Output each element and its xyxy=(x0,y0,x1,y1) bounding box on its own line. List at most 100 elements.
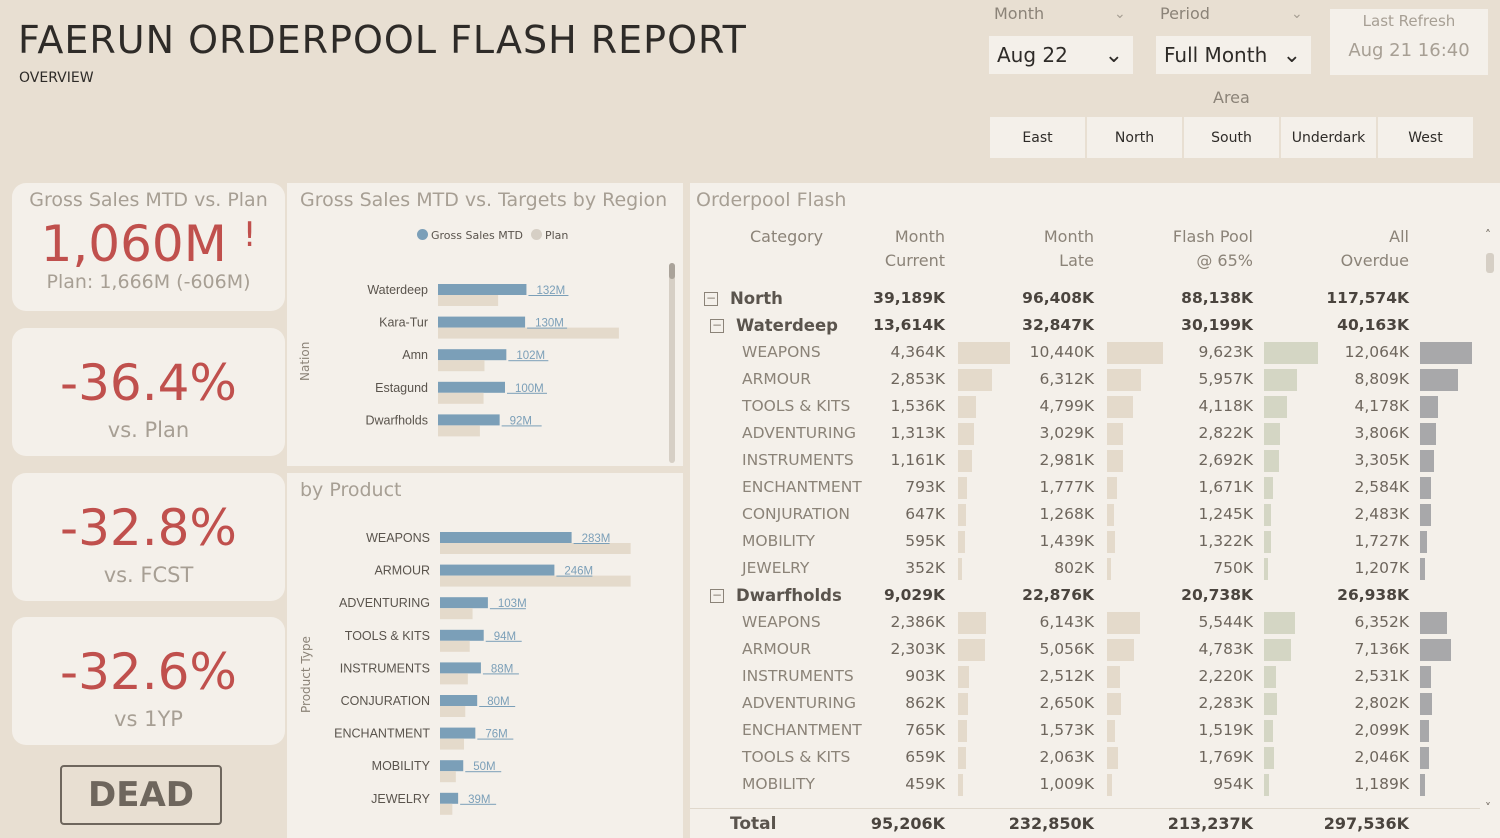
bar-plan-dwarfholds[interactable] xyxy=(438,425,480,437)
data-label-estagund: 100M xyxy=(515,383,544,395)
row-category: Waterdeep xyxy=(736,316,838,335)
month-slicer-chevron-icon[interactable]: ⌄ xyxy=(1114,6,1126,22)
bar-plan-adventuring[interactable] xyxy=(440,608,473,620)
row-value: 1,777K xyxy=(1039,478,1094,496)
kpi-vs-plan: -36.4% vs. Plan xyxy=(12,328,285,456)
table-row[interactable]: − Waterdeep 13,614K 32,847K 30,199K 40,163K xyxy=(690,312,1480,339)
table-row[interactable]: JEWELRY 352K 802K 750K 1,207K xyxy=(690,555,1480,582)
bar-plan-enchantment[interactable] xyxy=(440,738,465,750)
row-value: 6,312K xyxy=(1039,370,1094,388)
data-bar xyxy=(1264,504,1271,526)
bar-plan-instruments[interactable] xyxy=(440,673,468,685)
period-dropdown[interactable]: Full Month ⌄ xyxy=(1156,36,1311,74)
bar-actual-conjuration[interactable] xyxy=(440,695,478,706)
row-value: 1,322K xyxy=(1198,532,1253,550)
bar-plan-kara-tur[interactable] xyxy=(438,327,619,339)
bar-actual-instruments[interactable] xyxy=(440,662,481,674)
bar-actual-waterdeep[interactable] xyxy=(438,284,527,295)
bar-actual-dwarfholds[interactable] xyxy=(438,414,500,426)
bar-actual-adventuring[interactable] xyxy=(440,597,488,609)
table-row[interactable]: ARMOUR 2,303K 5,056K 4,783K 7,136K xyxy=(690,636,1480,663)
table-row[interactable]: ARMOUR 2,853K 6,312K 5,957K 8,809K xyxy=(690,366,1480,393)
table-row[interactable]: INSTRUMENTS 903K 2,512K 2,220K 2,531K xyxy=(690,663,1480,690)
row-value: 352K xyxy=(905,559,945,577)
region-chart-scrollbar[interactable] xyxy=(669,263,675,463)
data-label-underline-instruments xyxy=(482,673,519,675)
row-value: 4,178K xyxy=(1354,397,1409,415)
region-bar-chart: Waterdeep 132M Kara-Tur 130M Amn 102M Estagund… xyxy=(365,283,619,437)
bar-plan-estagund[interactable] xyxy=(438,392,484,404)
data-bar xyxy=(1264,666,1277,688)
row-value: 1,207K xyxy=(1354,559,1409,577)
table-row[interactable]: ADVENTURING 1,313K 3,029K 2,822K 3,806K xyxy=(690,420,1480,447)
bar-plan-tools-kits[interactable] xyxy=(440,640,470,652)
bar-plan-jewelry[interactable] xyxy=(440,803,453,815)
collapse-icon[interactable]: − xyxy=(704,291,718,306)
region-chart-scroll-thumb[interactable] xyxy=(669,263,675,279)
area-button-west[interactable]: West xyxy=(1378,117,1473,158)
bar-actual-amn[interactable] xyxy=(438,349,507,361)
bar-plan-weapons[interactable] xyxy=(440,543,631,554)
bar-plan-armour[interactable] xyxy=(440,575,631,587)
row-category: ENCHANTMENT xyxy=(742,721,862,739)
bar-actual-enchantment[interactable] xyxy=(440,727,476,739)
collapse-icon[interactable]: − xyxy=(710,588,724,603)
data-label-tools-kits: 94M xyxy=(494,631,516,643)
bar-plan-conjuration[interactable] xyxy=(440,706,466,717)
month-dropdown[interactable]: Aug 22 ⌄ xyxy=(989,36,1133,74)
table-row[interactable]: − Dwarfholds 9,029K 22,876K 20,738K 26,938K xyxy=(690,582,1480,609)
data-bar xyxy=(1420,531,1428,553)
area-button-east[interactable]: East xyxy=(990,117,1085,158)
data-label-underline-amn xyxy=(508,360,549,362)
bar-actual-kara-tur[interactable] xyxy=(438,316,526,328)
column-header-month-current[interactable]: Month Current xyxy=(884,227,945,270)
table-row[interactable]: INSTRUMENTS 1,161K 2,981K 2,692K 3,305K xyxy=(690,447,1480,474)
period-slicer-chevron-icon[interactable]: ⌄ xyxy=(1291,6,1303,22)
tick-label-tools-kits: TOOLS & KITS xyxy=(345,629,430,643)
data-bar xyxy=(1420,666,1431,688)
area-slicer: East North South Underdark West xyxy=(990,117,1473,158)
data-label-underline-dwarfholds xyxy=(501,425,542,427)
alert-icon: ! xyxy=(242,215,257,255)
table-row[interactable]: CONJURATION 647K 1,268K 1,245K 2,483K xyxy=(690,501,1480,528)
data-bar xyxy=(1420,477,1432,499)
bar-actual-estagund[interactable] xyxy=(438,381,505,393)
bar-actual-weapons[interactable] xyxy=(440,532,572,543)
flash-table-scroll-thumb[interactable] xyxy=(1486,253,1494,273)
column-header-month-late[interactable]: Month Late xyxy=(1043,227,1094,270)
table-row[interactable]: MOBILITY 459K 1,009K 954K 1,189K xyxy=(690,771,1480,798)
table-row[interactable]: ENCHANTMENT 793K 1,777K 1,671K 2,584K xyxy=(690,474,1480,501)
bar-actual-jewelry[interactable] xyxy=(440,792,459,804)
table-row[interactable]: ENCHANTMENT 765K 1,573K 1,519K 2,099K xyxy=(690,717,1480,744)
data-label-armour: 246M xyxy=(564,566,593,578)
table-row[interactable]: TOOLS & KITS 1,536K 4,799K 4,118K 4,178K xyxy=(690,393,1480,420)
bar-actual-tools-kits[interactable] xyxy=(440,629,484,641)
data-bar xyxy=(1264,612,1296,634)
table-row[interactable]: ADVENTURING 862K 2,650K 2,283K 2,802K xyxy=(690,690,1480,717)
bar-plan-mobility[interactable] xyxy=(440,771,456,783)
bar-plan-waterdeep[interactable] xyxy=(438,295,499,306)
tick-label-weapons: WEAPONS xyxy=(366,531,430,545)
area-button-underdark[interactable]: Underdark xyxy=(1281,117,1376,158)
row-value: 6,143K xyxy=(1039,613,1094,631)
bar-actual-mobility[interactable] xyxy=(440,760,464,772)
column-header-flash-pool[interactable]: Flash Pool @ 65% xyxy=(1172,227,1253,270)
scroll-up-icon[interactable]: ˄ xyxy=(1485,228,1491,242)
bar-actual-armour[interactable] xyxy=(440,564,555,576)
data-bar xyxy=(1107,639,1135,661)
table-row[interactable]: WEAPONS 2,386K 6,143K 5,544K 6,352K xyxy=(690,609,1480,636)
row-category: INSTRUMENTS xyxy=(742,451,854,469)
column-header-category[interactable]: Category xyxy=(750,227,824,246)
table-row[interactable]: − North 39,189K 96,408K 88,138K 117,574K xyxy=(690,285,1480,312)
table-row[interactable]: TOOLS & KITS 659K 2,063K 1,769K 2,046K xyxy=(690,744,1480,771)
kpi-vs-fcst-label: vs. FCST xyxy=(103,563,194,587)
bar-plan-amn[interactable] xyxy=(438,360,485,372)
kpi-gross-sales-vs-plan: Gross Sales MTD vs. Plan 1,060M ! Plan: … xyxy=(12,183,285,311)
table-row[interactable]: WEAPONS 4,364K 10,440K 9,623K 12,064K xyxy=(690,339,1480,366)
table-row[interactable]: MOBILITY 595K 1,439K 1,322K 1,727K xyxy=(690,528,1480,555)
column-header-all-overdue[interactable]: All Overdue xyxy=(1340,227,1409,270)
area-button-north[interactable]: North xyxy=(1087,117,1182,158)
area-button-south[interactable]: South xyxy=(1184,117,1279,158)
scroll-down-icon[interactable]: ˅ xyxy=(1485,801,1491,815)
collapse-icon[interactable]: − xyxy=(710,318,724,333)
